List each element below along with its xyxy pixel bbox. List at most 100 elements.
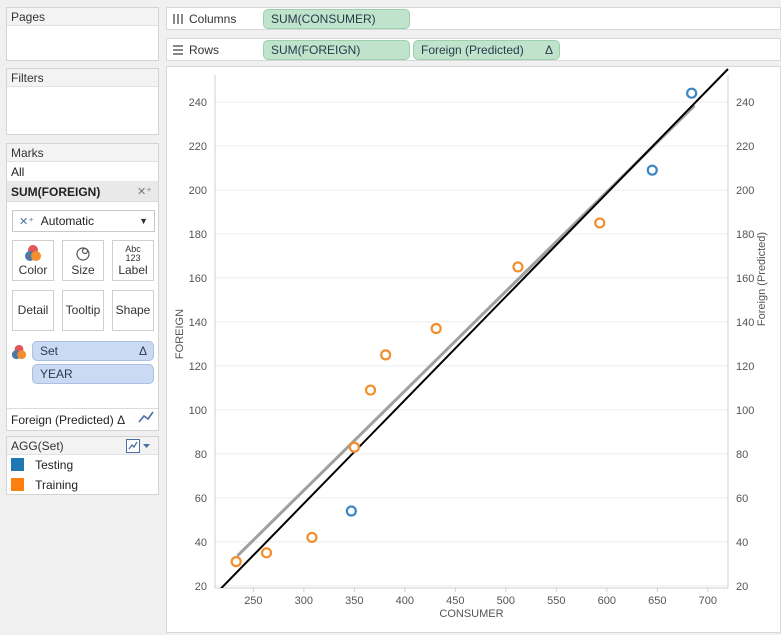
x-tick-label: 350	[345, 595, 363, 607]
foreign-predicted-pill-label: Foreign (Predicted)	[421, 43, 524, 57]
testing-point	[686, 87, 698, 99]
detail-button[interactable]: Detail	[12, 290, 54, 331]
scatter-chart[interactable]: 20 20 40 40 60 60 80 80 100 100 120 120 140 140 160 160…	[167, 67, 780, 632]
detail-label: Detail	[17, 303, 49, 317]
legend-item-training-label: Training	[35, 478, 79, 492]
y-tick-label: 100	[189, 405, 207, 417]
y-tick-label: 220	[189, 141, 207, 153]
training-point	[260, 547, 273, 559]
marks-all-tab[interactable]: All	[7, 162, 158, 182]
color-legend: AGG(Set) Testing Training	[6, 436, 159, 495]
training-swatch	[11, 478, 24, 491]
predicted-label: Foreign (Predicted)	[11, 413, 114, 427]
foreign-predicted-pill[interactable]: Foreign (Predicted) Δ	[413, 40, 560, 60]
color-icon	[13, 241, 53, 263]
size-icon	[63, 241, 103, 263]
filters-card-title: Filters	[7, 69, 158, 87]
x-tick-label: 550	[547, 595, 565, 607]
legend-item-testing[interactable]: Testing	[7, 455, 158, 475]
label-label: Label	[118, 263, 148, 277]
legend-item-training[interactable]: Training	[7, 475, 158, 495]
y2-tick-label: 120	[736, 361, 754, 373]
training-point	[230, 556, 242, 568]
label-icon-text-bottom: 123	[125, 253, 141, 263]
shape-label: Shape	[115, 303, 151, 317]
legend-menu[interactable]	[126, 439, 152, 456]
label-icon: Abc 123	[113, 241, 153, 263]
consumer-pill[interactable]: SUM(CONSUMER)	[263, 9, 410, 29]
marks-predicted-tab[interactable]: Foreign (Predicted) Δ	[7, 408, 158, 430]
add-mark-icon[interactable]: ✕⁺	[136, 186, 152, 198]
foreign-pill-label: SUM(FOREIGN)	[271, 43, 361, 57]
mark-type-dropdown[interactable]: ✕⁺ Automatic ▼	[12, 210, 155, 232]
y-tick-label: 60	[195, 493, 207, 505]
fit-line	[220, 68, 729, 588]
filters-card: Filters	[6, 68, 159, 135]
y-tick-label: 180	[189, 229, 207, 241]
y-axis-title: FOREIGN	[174, 309, 186, 359]
color-button[interactable]: Color	[12, 240, 54, 281]
y2-tick-label: 180	[736, 229, 754, 241]
marks-measure-label: SUM(FOREIGN)	[11, 185, 101, 199]
set-pill-label: Set	[40, 344, 59, 358]
marks-card: Marks All SUM(FOREIGN) ✕⁺ ✕⁺ Automatic ▼…	[6, 143, 159, 431]
rows-shelf-label: Rows	[173, 39, 219, 61]
x-tick-label: 700	[699, 595, 717, 607]
x-tick-label: 650	[648, 595, 666, 607]
shape-button[interactable]: Shape	[112, 290, 154, 331]
mark-type-value: Automatic	[40, 214, 95, 228]
legend-title: AGG(Set)	[7, 437, 158, 455]
pages-card: Pages	[6, 7, 159, 61]
rows-icon	[173, 45, 183, 55]
x-tick-label: 500	[497, 595, 515, 607]
training-point	[348, 441, 360, 453]
delta-icon: Δ	[544, 43, 553, 57]
legend-item-testing-label: Testing	[35, 458, 74, 472]
foreign-pill[interactable]: SUM(FOREIGN)	[263, 40, 410, 60]
x-tick-label: 600	[598, 595, 616, 607]
rows-label-text: Rows	[189, 43, 220, 57]
training-point	[380, 349, 392, 361]
y2-tick-label: 100	[736, 405, 754, 417]
tooltip-button[interactable]: Tooltip	[62, 290, 104, 331]
size-button[interactable]: Size	[62, 240, 104, 281]
testing-swatch	[11, 458, 24, 471]
marks-card-title: Marks	[7, 144, 158, 162]
y2-tick-label: 200	[736, 185, 754, 197]
y2-tick-label: 160	[736, 273, 754, 285]
y-tick-label: 140	[189, 317, 207, 329]
pages-card-title: Pages	[7, 8, 158, 26]
label-icon-text-top: Abc	[125, 244, 141, 254]
y-tick-label: 120	[189, 361, 207, 373]
x-axis-title: CONSUMER	[439, 608, 503, 620]
columns-shelf-label: Columns	[173, 8, 236, 30]
columns-shelf[interactable]: Columns SUM(CONSUMER)	[166, 7, 781, 30]
year-pill[interactable]: YEAR	[32, 364, 154, 384]
color-label: Color	[18, 263, 48, 277]
y2-tick-label: 80	[736, 449, 748, 461]
training-point	[364, 384, 377, 396]
tooltip-label: Tooltip	[65, 303, 101, 317]
chart-area[interactable]: 20 20 40 40 60 60 80 80 100 100 120 120 140 140 160 160…	[166, 66, 781, 633]
marks-measure-tab[interactable]: SUM(FOREIGN) ✕⁺	[7, 182, 158, 202]
year-pill-label: YEAR	[40, 367, 73, 381]
testing-point	[345, 505, 357, 517]
label-button[interactable]: Abc 123 Label	[112, 240, 154, 281]
automatic-mark-icon: ✕⁺	[19, 216, 35, 228]
y-tick-label: 240	[189, 97, 207, 109]
training-point	[512, 261, 524, 273]
x-tick-label: 400	[396, 595, 414, 607]
delta-icon: Δ	[138, 344, 147, 358]
chevron-down-icon: ▼	[139, 216, 148, 226]
x-tick-label: 450	[446, 595, 464, 607]
predicted-delta: Δ	[117, 413, 126, 427]
set-pill[interactable]: Set Δ	[32, 341, 154, 361]
y-tick-label: 160	[189, 273, 207, 285]
training-point	[594, 217, 606, 229]
rows-shelf[interactable]: Rows SUM(FOREIGN) Foreign (Predicted) Δ	[166, 38, 781, 61]
y-tick-label: 80	[195, 449, 207, 461]
y2-tick-label: 40	[736, 537, 748, 549]
y2-tick-label: 220	[736, 141, 754, 153]
y2-tick-label: 240	[736, 97, 754, 109]
y2-tick-label: 140	[736, 317, 754, 329]
